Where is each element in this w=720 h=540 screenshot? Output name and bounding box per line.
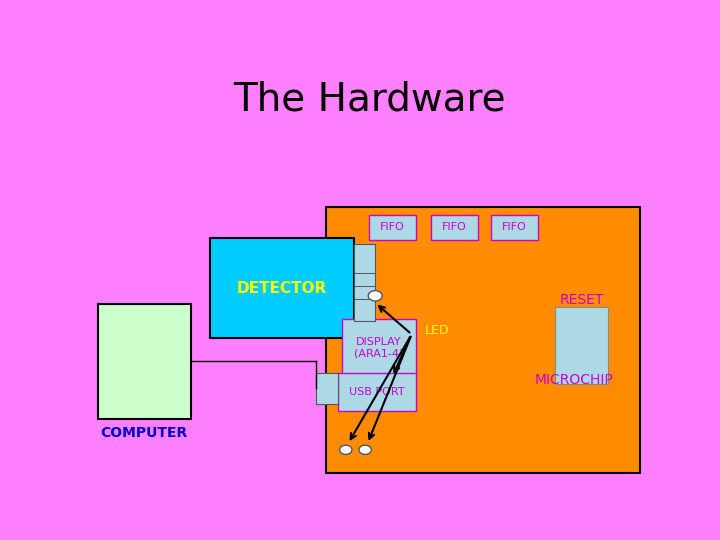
Bar (555, 307, 608, 384)
Bar (326, 207, 640, 473)
Bar (98, 303, 191, 419)
Bar (316, 373, 338, 403)
Bar (338, 373, 415, 411)
Text: MICROCHIP: MICROCHIP (535, 374, 613, 388)
Text: DISPLAY
(ARA1-4): DISPLAY (ARA1-4) (354, 336, 403, 359)
Circle shape (368, 291, 382, 301)
Text: LED: LED (425, 324, 449, 337)
Circle shape (359, 445, 372, 455)
Text: COMPUTER: COMPUTER (101, 426, 188, 440)
Text: FIFO: FIFO (380, 222, 405, 232)
Bar (431, 215, 477, 240)
Bar (210, 238, 354, 338)
Bar (342, 319, 415, 377)
Text: USB PORT: USB PORT (349, 387, 405, 397)
Bar (354, 244, 375, 321)
Text: DETECTOR: DETECTOR (237, 281, 327, 295)
Text: The Hardware: The Hardware (233, 80, 505, 118)
Text: RESET: RESET (560, 293, 604, 307)
Text: FIFO: FIFO (442, 222, 467, 232)
Bar (369, 215, 415, 240)
Text: FIFO: FIFO (503, 222, 527, 232)
Bar (492, 215, 538, 240)
Circle shape (340, 445, 352, 455)
